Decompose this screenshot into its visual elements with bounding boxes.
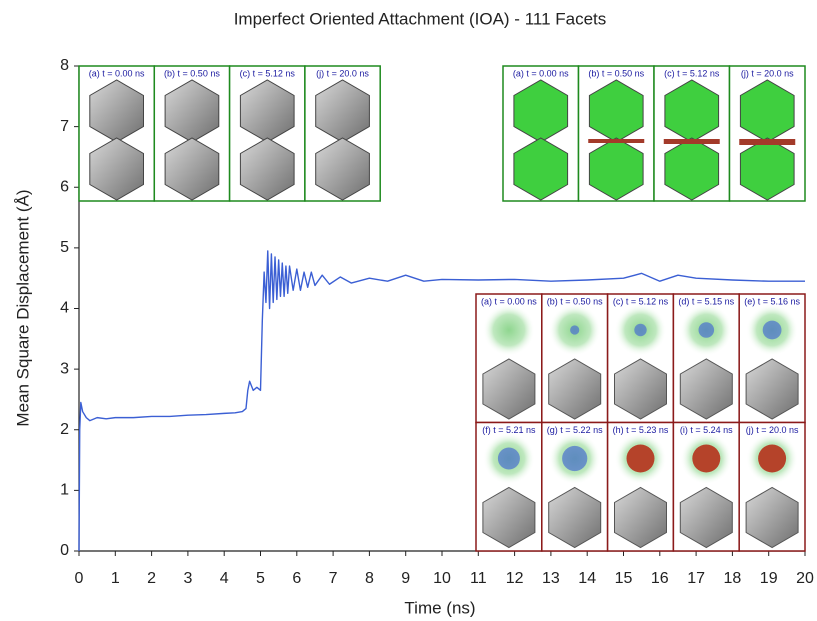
x-tick-label: 4	[220, 570, 229, 587]
x-tick-label: 8	[365, 570, 374, 587]
y-tick-label: 1	[60, 482, 69, 499]
x-tick-label: 16	[651, 570, 669, 587]
core	[626, 444, 655, 473]
y-axis-label: Mean Square Displacement (Å)	[13, 189, 32, 426]
panel-label: (c) t = 5.12 ns	[613, 296, 669, 306]
inset: (a) t = 0.00 ns (b) t = 0.50 ns (c) t = 5.…	[78, 65, 381, 202]
panel-label: (h) t = 5.23 ns	[613, 425, 669, 435]
crystal	[548, 486, 602, 549]
core	[634, 323, 647, 337]
inset: (a) t = 0.00 ns (b) t = 0.50 ns (c) t = 5.…	[475, 293, 806, 552]
y-tick-label: 3	[60, 360, 69, 377]
panel-label: (b) t = 0.50 ns	[164, 68, 220, 78]
x-tick-label: 18	[724, 570, 742, 587]
y-tick-label: 6	[60, 178, 69, 195]
x-tick-label: 12	[506, 570, 524, 587]
interface	[739, 139, 796, 145]
crystal	[239, 137, 295, 201]
panel-label: (j) t = 20.0 ns	[746, 425, 799, 435]
y-tick-label: 4	[60, 300, 69, 317]
crystal	[482, 358, 536, 420]
crystal	[513, 137, 569, 201]
crystal	[739, 137, 795, 201]
interface	[588, 139, 645, 143]
panel-label: (i) t = 5.24 ns	[680, 425, 733, 435]
x-tick-label: 6	[292, 570, 301, 587]
crystal	[614, 486, 667, 549]
panel-label: (f) t = 5.21 ns	[482, 425, 536, 435]
x-tick-label: 20	[796, 570, 814, 587]
chart-title: Imperfect Oriented Attachment (IOA) - 11…	[234, 9, 607, 28]
crystal	[588, 137, 644, 201]
x-axis-label: Time (ns)	[404, 598, 475, 617]
interface	[663, 139, 720, 144]
crystal	[164, 137, 220, 201]
core	[692, 444, 721, 473]
panel-label: (a) t = 0.00 ns	[513, 68, 569, 78]
panel-label: (e) t = 5.16 ns	[744, 296, 800, 306]
x-tick-label: 11	[470, 570, 487, 587]
crystal	[745, 486, 799, 549]
msd-line	[78, 250, 805, 552]
x-tick-label: 15	[615, 570, 633, 587]
crystal	[664, 137, 720, 201]
x-tick-label: 1	[111, 570, 120, 587]
x-tick-label: 0	[75, 570, 84, 587]
crystal	[89, 137, 144, 201]
panel-label: (g) t = 5.22 ns	[547, 425, 603, 435]
core	[570, 325, 580, 335]
crystal	[679, 358, 733, 420]
crystal	[679, 486, 733, 549]
x-tick-label: 19	[760, 570, 778, 587]
panel-label: (a) t = 0.00 ns	[89, 68, 145, 78]
core	[758, 444, 787, 473]
inset: (a) t = 0.00 ns (b) t = 0.50 ns (c) t = 5.…	[502, 65, 806, 202]
core	[762, 320, 782, 340]
y-tick-label: 0	[60, 542, 69, 559]
x-tick-label: 3	[183, 570, 192, 587]
panel-label: (c) t = 5.12 ns	[240, 68, 296, 78]
y-tick-label: 7	[60, 118, 69, 135]
x-tick-label: 9	[401, 570, 410, 587]
x-tick-label: 5	[256, 570, 265, 587]
panel-label: (b) t = 0.50 ns	[588, 68, 644, 78]
crystal	[614, 358, 667, 420]
crystal	[482, 486, 536, 549]
x-tick-label: 17	[687, 570, 705, 587]
shell	[482, 304, 535, 356]
y-tick-label: 5	[60, 239, 69, 256]
x-tick-label: 7	[329, 570, 338, 587]
y-tick-label: 2	[60, 421, 69, 438]
panel-label: (a) t = 0.00 ns	[481, 296, 537, 306]
x-tick-label: 13	[542, 570, 560, 587]
core	[562, 445, 588, 472]
crystal	[745, 358, 799, 420]
crystal	[315, 137, 370, 201]
panel-label: (j) t = 20.0 ns	[741, 68, 794, 78]
x-tick-label: 2	[147, 570, 156, 587]
panel-label: (c) t = 5.12 ns	[664, 68, 720, 78]
panel-label: (j) t = 20.0 ns	[316, 68, 369, 78]
core	[497, 447, 520, 470]
crystal	[548, 358, 602, 420]
panel-label: (d) t = 5.15 ns	[678, 296, 734, 306]
y-tick-label: 8	[60, 57, 69, 74]
x-tick-label: 10	[433, 570, 451, 587]
core	[698, 322, 715, 338]
x-tick-label: 14	[578, 570, 596, 587]
panel-label: (b) t = 0.50 ns	[547, 296, 603, 306]
